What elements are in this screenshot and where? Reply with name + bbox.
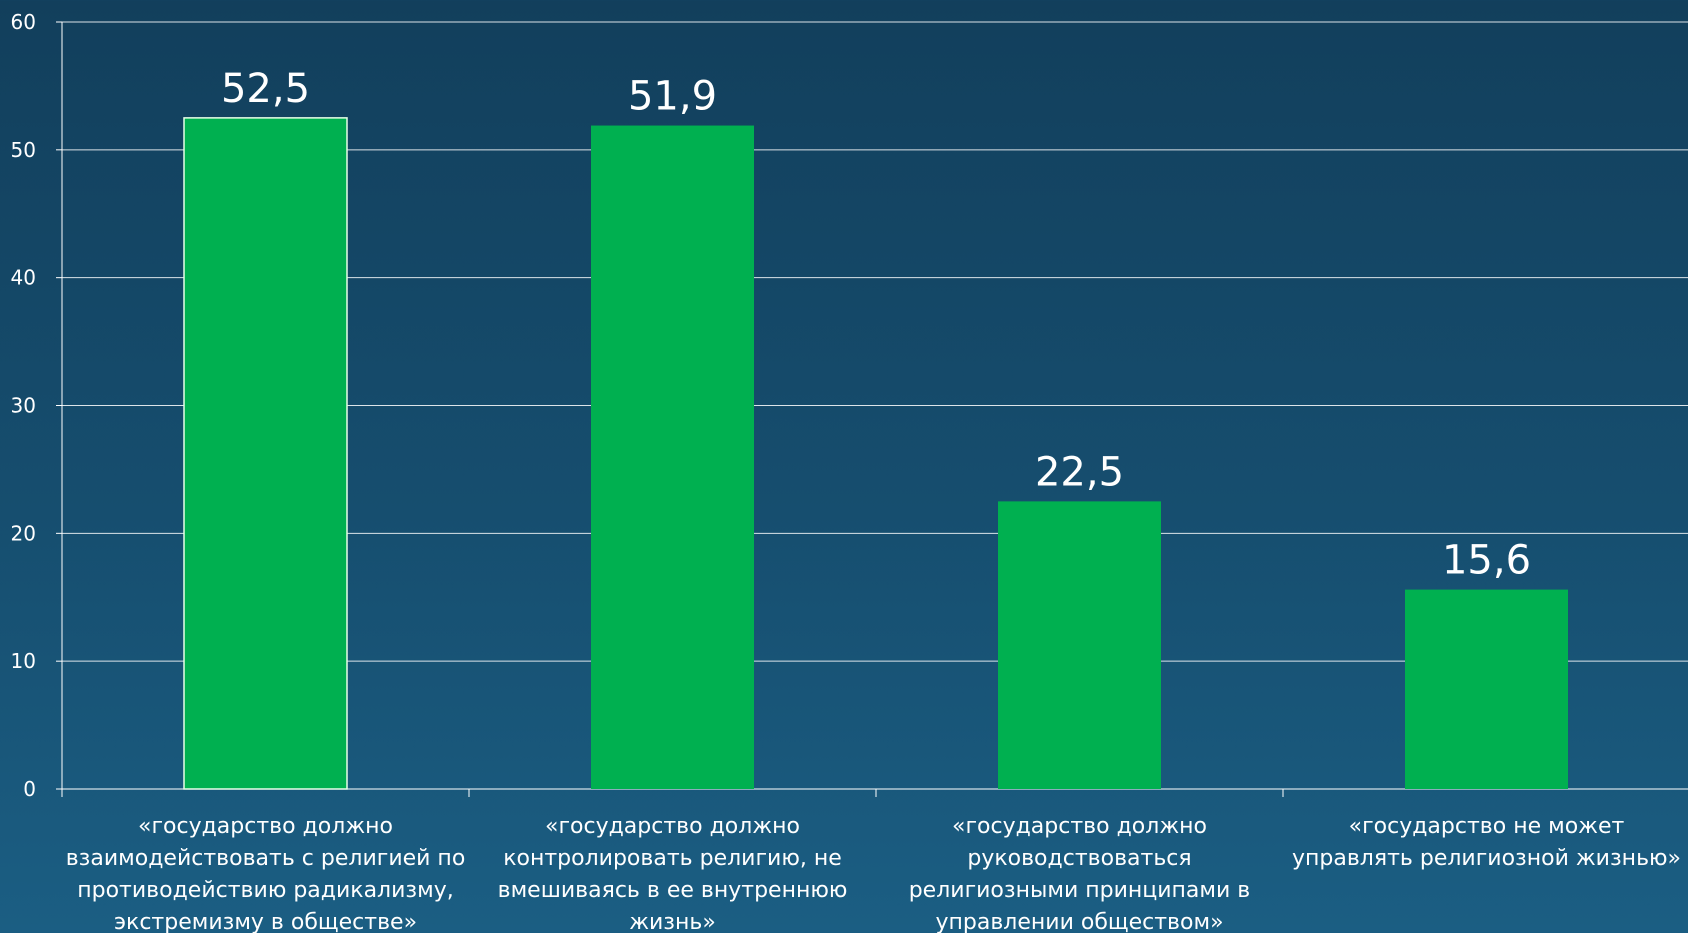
category-label: «государство должно контролировать религ… <box>497 814 848 933</box>
bar <box>998 501 1161 789</box>
data-labels: 52,5 51,9 22,5 15,6 <box>221 66 1531 584</box>
data-label: 52,5 <box>221 66 310 112</box>
y-tick-label: 20 <box>11 521 36 545</box>
y-tick-labels: 0 10 20 30 40 50 60 <box>11 10 36 801</box>
category-label: «государство должно руководствоваться ре… <box>908 814 1251 933</box>
category-label: «государство должно взаимодействовать с … <box>65 814 466 933</box>
bar <box>1405 589 1568 789</box>
data-label: 51,9 <box>628 74 717 120</box>
data-label: 22,5 <box>1035 449 1124 495</box>
bars <box>183 117 1568 790</box>
bar <box>591 125 754 790</box>
y-tick-label: 60 <box>11 10 36 34</box>
y-tick-label: 30 <box>11 394 36 418</box>
data-label: 15,6 <box>1442 538 1531 584</box>
bar <box>183 117 348 790</box>
y-tick-label: 40 <box>11 266 36 290</box>
category-label: «государство не может управлять религиоз… <box>1291 814 1682 871</box>
y-tick-label: 0 <box>23 777 36 801</box>
y-tick-label: 50 <box>11 138 36 162</box>
y-tick-label: 10 <box>11 649 36 673</box>
